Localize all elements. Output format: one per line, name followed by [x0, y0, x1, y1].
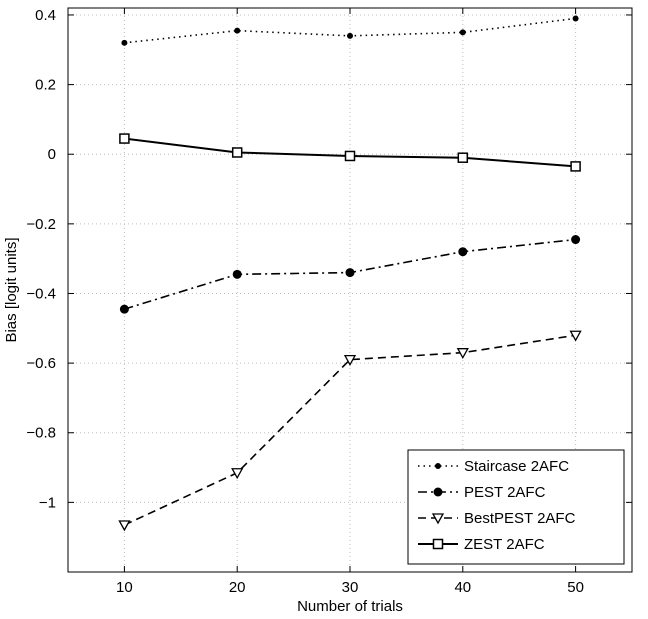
legend-marker — [435, 463, 441, 469]
series-line — [124, 17, 576, 44]
data-point — [569, 330, 582, 342]
data-point — [343, 354, 357, 366]
legend-marker — [433, 487, 443, 497]
series-bestpest-2afc — [118, 330, 582, 532]
y-tick-label: 0 — [48, 146, 56, 163]
data-point — [121, 39, 128, 46]
data-point — [232, 269, 242, 279]
data-point — [456, 348, 469, 360]
x-tick-label: 20 — [229, 579, 246, 596]
axis-ticks: 10 20 30 40 50 0.4 0.2 0 −0.2 −0.4 −0.6 −0.8 −1 — [26, 7, 632, 596]
legend-label: BestPEST 2AFC — [464, 510, 576, 527]
data-point — [118, 520, 131, 532]
legend: Staircase 2AFC PEST 2AFC BestPEST 2AFC ZEST… — [407, 449, 625, 565]
y-tick-label: 0.2 — [35, 77, 56, 94]
x-tick-label: 30 — [342, 579, 359, 596]
y-axis-title: Bias [logit units] — [3, 237, 20, 342]
x-axis-title: Number of trials — [297, 598, 403, 615]
y-tick-label: −1 — [39, 494, 56, 511]
y-tick-label: −0.8 — [26, 425, 56, 442]
x-tick-label: 40 — [454, 579, 471, 596]
legend-label: ZEST 2AFC — [464, 536, 545, 553]
legend-label: PEST 2AFC — [464, 484, 546, 501]
data-point — [234, 27, 241, 34]
legend-marker — [432, 538, 444, 550]
legend-marker — [431, 513, 445, 525]
x-tick-label: 10 — [116, 579, 133, 596]
y-tick-label: −0.2 — [26, 216, 56, 233]
series-zest-2afc — [119, 133, 581, 172]
series-layer — [118, 15, 582, 532]
y-tick-label: −0.6 — [26, 355, 56, 372]
data-point — [458, 247, 468, 257]
data-point — [119, 133, 130, 144]
data-point — [572, 15, 579, 22]
y-tick-label: −0.4 — [26, 285, 56, 302]
data-point — [231, 468, 244, 480]
x-tick-label: 50 — [567, 579, 584, 596]
data-point — [457, 152, 469, 163]
data-point — [459, 29, 466, 36]
data-point — [571, 235, 581, 245]
series-line — [124, 334, 576, 526]
data-point — [570, 161, 581, 172]
data-point — [119, 304, 129, 314]
series-staircase-2afc — [121, 15, 579, 46]
legend-label: Staircase 2AFC — [464, 458, 569, 475]
data-point — [231, 147, 243, 158]
data-point — [345, 268, 355, 278]
series-pest-2afc — [119, 235, 581, 314]
data-point — [347, 32, 353, 39]
data-point — [344, 150, 356, 162]
y-tick-label: 0.4 — [35, 7, 56, 24]
